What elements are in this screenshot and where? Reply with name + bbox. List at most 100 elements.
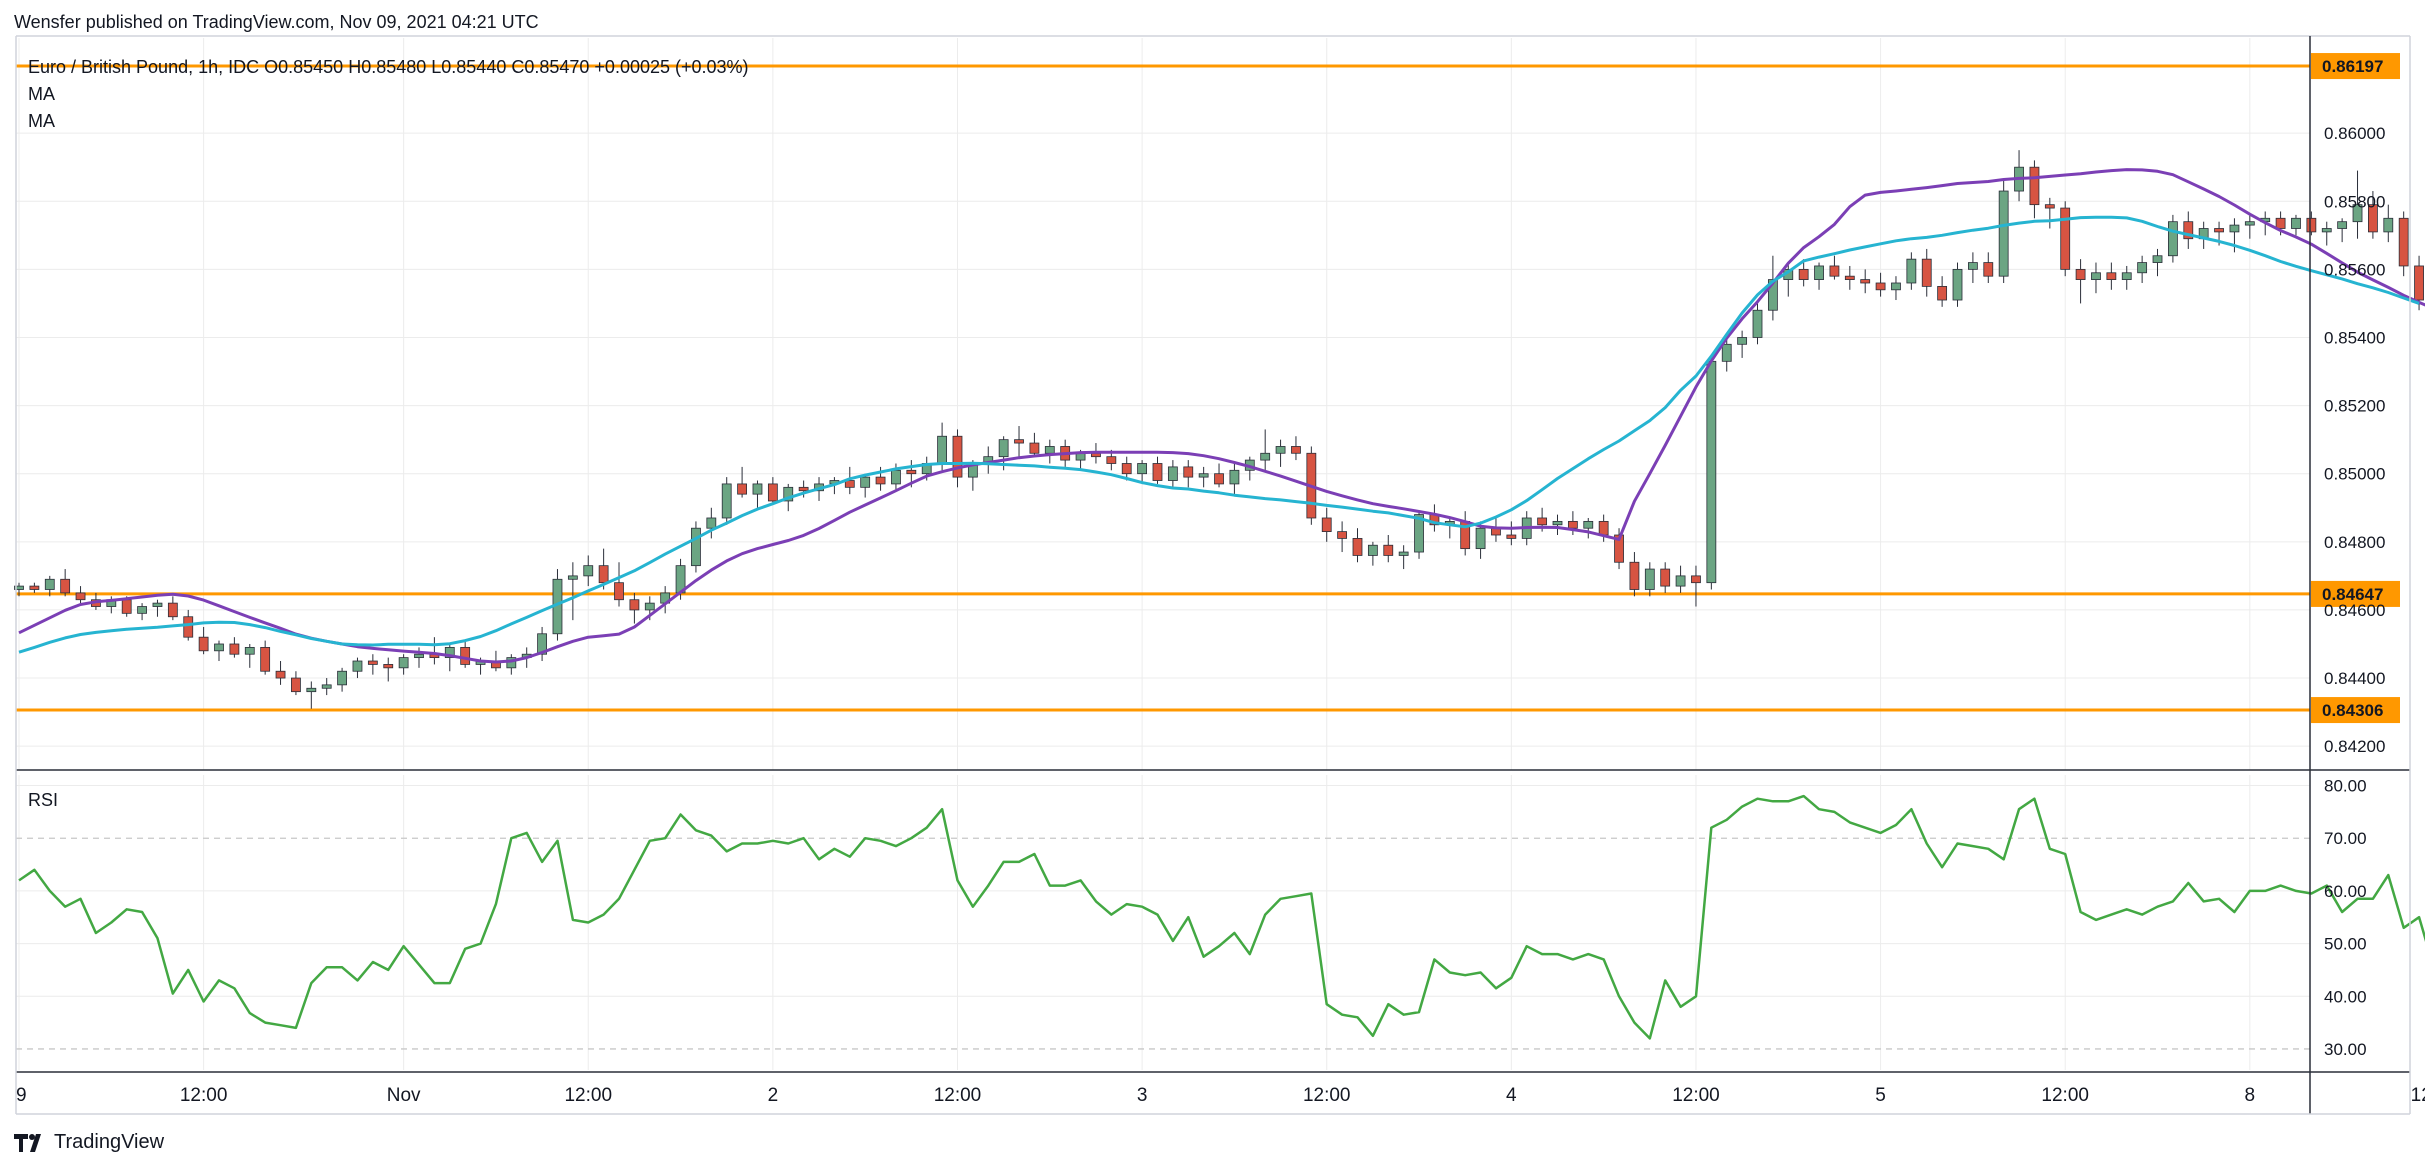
candle-up bbox=[1229, 469, 1240, 485]
legend-symbol: Euro / British Pound, 1h, IDC bbox=[28, 57, 259, 77]
candle-up bbox=[1675, 575, 1686, 587]
candle-up bbox=[691, 527, 701, 567]
candle-down bbox=[798, 486, 809, 492]
price-tick-label: 0.85200 bbox=[2324, 397, 2385, 416]
candle-up bbox=[937, 435, 947, 464]
candle-up bbox=[1552, 520, 1563, 526]
time-tick-label: 8 bbox=[2245, 1085, 2256, 1106]
candle-up bbox=[706, 517, 717, 529]
rsi-tick-label: 30.00 bbox=[2324, 1040, 2367, 1059]
candle-down bbox=[198, 636, 209, 652]
candle-up bbox=[1752, 309, 1763, 338]
candle-up bbox=[1998, 190, 2009, 277]
candle-down bbox=[2275, 217, 2286, 229]
candle-down bbox=[1537, 517, 1548, 526]
candle-down bbox=[1798, 268, 1809, 280]
candle-down bbox=[1567, 520, 1578, 529]
candle-up bbox=[1275, 446, 1286, 454]
time-tick-label: 12:00 bbox=[2041, 1085, 2089, 1106]
price-tick-label: 0.84200 bbox=[2324, 737, 2385, 756]
price-level-tag bbox=[2311, 53, 2400, 80]
candle-down bbox=[2075, 268, 2086, 280]
candle-down bbox=[1598, 520, 1609, 536]
rsi-tick-label: 40.00 bbox=[2324, 987, 2367, 1006]
candle-up bbox=[2337, 221, 2348, 229]
candle-up bbox=[1906, 258, 1917, 284]
candle-down bbox=[1291, 446, 1301, 454]
candle-down bbox=[1691, 575, 1701, 584]
legend-open: O0.85450 bbox=[259, 57, 343, 77]
candle-up bbox=[2229, 224, 2240, 233]
candle-up bbox=[537, 633, 547, 655]
moving-averages bbox=[18, 168, 2425, 664]
candle-up bbox=[444, 646, 455, 659]
candle-down bbox=[2044, 204, 2055, 209]
price-tick-label: 0.85600 bbox=[2324, 260, 2385, 279]
ma-legend-2: MA bbox=[28, 111, 55, 131]
candle-up bbox=[1737, 337, 1748, 345]
candle-up bbox=[1891, 282, 1901, 291]
candle-up bbox=[244, 646, 255, 655]
candle-down bbox=[229, 643, 240, 655]
candle-down bbox=[1921, 258, 1932, 287]
legend-low: L0.85440 bbox=[426, 57, 506, 77]
rsi-pane bbox=[18, 794, 2425, 1040]
candle-down bbox=[1983, 262, 1994, 277]
price-tick-label: 0.84600 bbox=[2324, 601, 2385, 620]
candle-down bbox=[75, 592, 86, 601]
candle-down bbox=[460, 646, 471, 665]
candle-down bbox=[952, 435, 963, 478]
candle-up bbox=[1967, 262, 1978, 270]
candle-up bbox=[1706, 360, 1717, 584]
candle-down bbox=[1383, 544, 1394, 556]
time-tick-label: 12:00 bbox=[2411, 1085, 2425, 1106]
candle-up bbox=[214, 643, 224, 652]
candle-down bbox=[2060, 207, 2071, 270]
candle-down bbox=[1321, 517, 1332, 533]
price-tick-label: 0.85000 bbox=[2324, 465, 2385, 484]
time-tick-label: Nov bbox=[387, 1085, 421, 1106]
candle-up bbox=[44, 578, 55, 590]
candle-down bbox=[1660, 568, 1671, 587]
ma-slow-line bbox=[18, 215, 2420, 654]
candle-down bbox=[629, 599, 640, 611]
grid bbox=[16, 38, 2310, 1070]
time-tick-label: 2 bbox=[768, 1085, 779, 1106]
candle-up bbox=[1167, 466, 1178, 481]
price-level-label: 0.86197 bbox=[2322, 57, 2383, 76]
candle-up bbox=[891, 469, 901, 485]
candle-up bbox=[1260, 452, 1271, 461]
candle-down bbox=[1829, 265, 1840, 277]
candle-up bbox=[1414, 514, 1424, 553]
time-tick-label: 12:00 bbox=[934, 1085, 982, 1106]
candle-down bbox=[183, 616, 194, 638]
price-tick-label: 0.84400 bbox=[2324, 669, 2385, 688]
legend: Euro / British Pound, 1h, IDC O0.85450 H… bbox=[28, 57, 749, 810]
candle-up bbox=[567, 575, 578, 580]
candle-up bbox=[583, 565, 594, 577]
time-tick-label: 12:00 bbox=[1303, 1085, 1351, 1106]
candle-up bbox=[1814, 265, 1824, 280]
price-level-tag bbox=[2311, 580, 2400, 607]
horizontal-levels: 0.86197 0.84647 0.84306 bbox=[16, 53, 2400, 724]
tradingview-logo[interactable]: TradingView bbox=[14, 1131, 164, 1154]
candle-down bbox=[767, 483, 778, 502]
candle-up bbox=[1398, 551, 1409, 556]
candle-down bbox=[2398, 217, 2409, 267]
time-tick-label: 4 bbox=[1506, 1085, 1517, 1106]
candle-down bbox=[2183, 221, 2194, 240]
candle-down bbox=[1183, 466, 1194, 478]
candle-down bbox=[2029, 166, 2040, 206]
time-tick-label: 9 bbox=[16, 1085, 27, 1106]
candle-up bbox=[2383, 217, 2394, 233]
legend-change: +0.00025 (+0.03%) bbox=[589, 57, 748, 77]
candle-up bbox=[1721, 343, 1732, 362]
rsi-tick-label: 70.00 bbox=[2324, 829, 2367, 848]
candle-up bbox=[398, 657, 409, 669]
candle-down bbox=[2106, 272, 2117, 280]
candle-up bbox=[1644, 568, 1655, 590]
candle-up bbox=[998, 439, 1009, 458]
candle-up bbox=[2167, 221, 2178, 257]
candle-up bbox=[306, 687, 317, 693]
